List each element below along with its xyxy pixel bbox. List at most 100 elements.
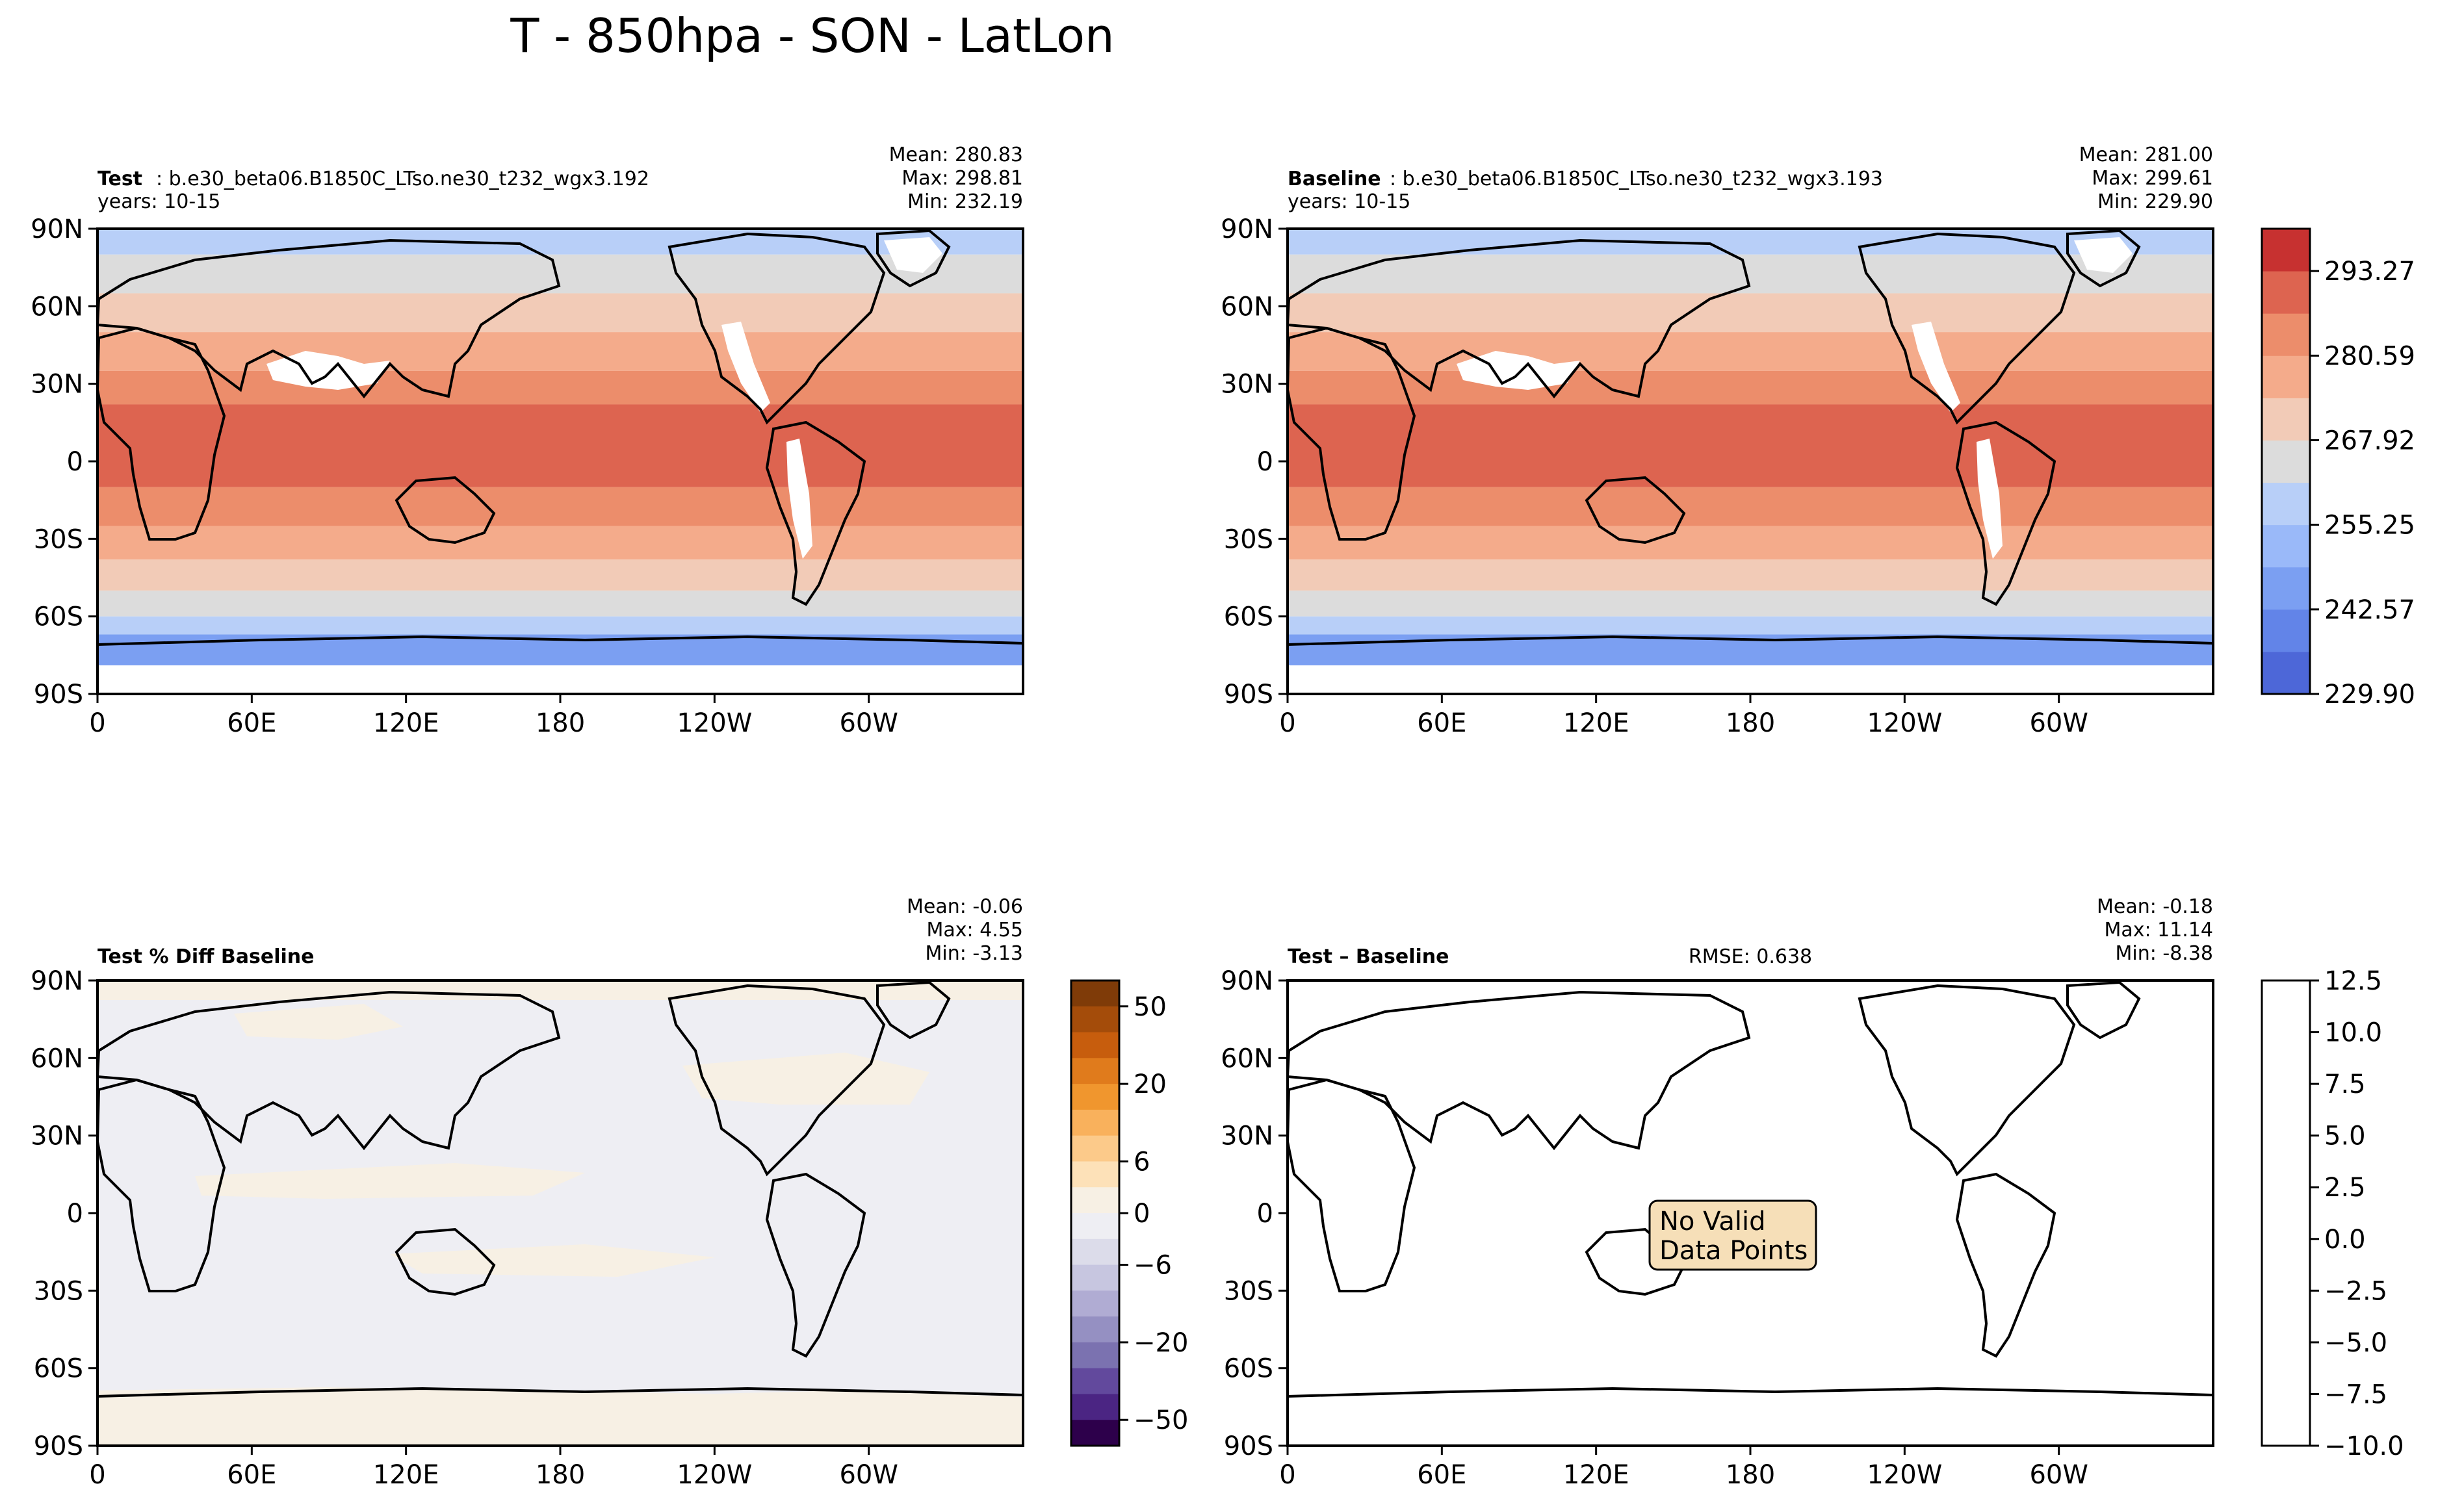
test-lon-label: 60E	[227, 708, 276, 738]
test-lon-label: 0	[89, 708, 105, 738]
test-lon-label: 180	[536, 708, 585, 738]
colorbar-pct-label: 6	[1134, 1147, 1150, 1177]
colorbar-diff-label: 2.5	[2324, 1173, 2366, 1203]
colorbar-temperature-segment	[2262, 609, 2310, 652]
diff-lon-label: 120E	[1563, 1460, 1629, 1490]
diff-lat-label: 60N	[1221, 1044, 1273, 1073]
colorbar-pct-segment	[1071, 980, 1119, 1007]
colorbar-pct-segment	[1071, 1316, 1119, 1343]
colorbar-temperature-label: 293.27	[2324, 257, 2415, 287]
test-years: years: 10-15	[97, 190, 220, 213]
diff-lon-label: 60W	[2029, 1460, 2088, 1490]
colorbar-temperature-segment	[2262, 482, 2310, 526]
test-lon-label: 60W	[839, 708, 898, 738]
test-lat-band	[97, 487, 1023, 526]
colorbar-temperature: 293.27 280.59 267.92 255.25 242.57 229.90	[2261, 227, 2415, 710]
baseline-lat-label: 60N	[1221, 292, 1273, 322]
colorbar-temperature-segment	[2262, 398, 2310, 441]
pctdiff-label: Test % Diff Baseline	[97, 945, 315, 968]
baseline-lat-band	[1288, 590, 2213, 617]
test-masked-terrain	[786, 439, 812, 559]
panel-baseline: Baseline : b.e30_beta06.B1850C_LTso.ne30…	[1221, 144, 2214, 738]
baseline-lat-band	[1288, 404, 2213, 487]
baseline-masked-terrain	[1457, 351, 1580, 390]
diff-rmse: RMSE: 0.638	[1689, 945, 1812, 968]
colorbar-temperature-label: 255.25	[2324, 511, 2415, 541]
colorbar-diff-label: 12.5	[2324, 966, 2382, 996]
test-label-case: : b.e30_beta06.B1850C_LTso.ne30_t232_wgx…	[156, 168, 649, 190]
colorbar-pct-segment	[1071, 1187, 1119, 1214]
test-lat-band	[97, 332, 1023, 371]
colorbar-temperature-segment	[2262, 524, 2310, 568]
test-label-bold: Test	[97, 168, 142, 190]
colorbar-temperature-segment	[2262, 229, 2310, 272]
pctdiff-lon-label: 180	[536, 1460, 585, 1490]
test-lon-label: 120W	[677, 708, 752, 738]
pctdiff-field-base	[97, 980, 1023, 1446]
test-lon-label: 120E	[373, 708, 439, 738]
colorbar-pct-segment	[1071, 1368, 1119, 1394]
test-lat-label: 60N	[31, 292, 83, 322]
baseline-lat-label: 30S	[1224, 524, 1273, 554]
colorbar-temperature-segment	[2262, 440, 2310, 483]
pctdiff-lat-label: 60S	[34, 1354, 83, 1384]
diff-lon-label: 60E	[1417, 1460, 1466, 1490]
baseline-lat-band	[1288, 229, 2213, 255]
test-lat-band	[97, 404, 1023, 487]
colorbar-pct-label: 0	[1134, 1199, 1150, 1229]
pctdiff-lat-label: 90N	[31, 966, 83, 996]
colorbar-pct-segment	[1071, 1135, 1119, 1162]
colorbar-temperature-frame	[2261, 227, 2311, 695]
baseline-lat-band	[1288, 559, 2213, 591]
colorbar-diff-label: −10.0	[2324, 1431, 2404, 1461]
test-mean: Mean: 280.83	[889, 144, 1023, 166]
diff-label: Test – Baseline	[1288, 945, 1449, 968]
test-masked-area	[97, 665, 1023, 694]
pctdiff-lon-label: 60E	[227, 1460, 276, 1490]
baseline-masked-terrain	[2074, 237, 2133, 273]
baseline-mean: Mean: 281.00	[2079, 144, 2213, 166]
colorbar-pct-segment	[1071, 1238, 1119, 1266]
test-masked-terrain	[721, 322, 770, 413]
test-lat-band	[97, 559, 1023, 591]
pctdiff-lat-label: 0	[67, 1199, 83, 1229]
colorbar-diff-label: −2.5	[2324, 1276, 2387, 1306]
diff-lat-label: 30N	[1221, 1121, 1273, 1151]
diff-lat-label: 0	[1257, 1199, 1273, 1229]
test-lat-label: 60S	[34, 602, 83, 632]
diff-lon-label: 0	[1279, 1460, 1295, 1490]
colorbar-temperature-segment	[2262, 355, 2310, 398]
pctdiff-lon-label: 120W	[677, 1460, 752, 1490]
no-data-line-1: No Valid	[1659, 1207, 1766, 1237]
diff-min: Min: -8.38	[2116, 942, 2214, 965]
baseline-lat-label: 60S	[1224, 602, 1273, 632]
baseline-lat-label: 90S	[1224, 680, 1273, 710]
test-masked-terrain	[884, 237, 942, 273]
colorbar-pct-segment	[1071, 1032, 1119, 1058]
diff-max: Max: 11.14	[2104, 919, 2213, 942]
test-lat-label: 90N	[31, 214, 83, 244]
colorbar-pct-diff: 50 20 6 0 −6 −20 −50	[1070, 979, 1188, 1447]
diff-lon-label: 120W	[1867, 1460, 1942, 1490]
pctdiff-lon-label: 0	[89, 1460, 105, 1490]
test-lat-band	[97, 526, 1023, 560]
baseline-min: Min: 229.90	[2097, 190, 2213, 213]
no-data-line-2: Data Points	[1659, 1236, 1808, 1266]
colorbar-temperature-label: 229.90	[2324, 680, 2415, 710]
colorbar-pct-label: 20	[1134, 1070, 1167, 1099]
panel-test: Test : b.e30_beta06.B1850C_LTso.ne30_t23…	[31, 144, 1024, 738]
colorbar-pct-label: −20	[1134, 1328, 1188, 1358]
colorbar-pct-label: −6	[1134, 1251, 1172, 1281]
colorbar-temperature-segment	[2262, 567, 2310, 610]
colorbar-pct-segment	[1071, 1264, 1119, 1291]
baseline-lon-label: 120W	[1867, 708, 1942, 738]
pctdiff-lon-label: 60W	[839, 1460, 898, 1490]
baseline-lon-label: 60W	[2029, 708, 2088, 738]
colorbar-pct-segment	[1071, 1213, 1119, 1240]
baseline-lat-band	[1288, 616, 2213, 635]
colorbar-temperature-segment	[2262, 313, 2310, 356]
